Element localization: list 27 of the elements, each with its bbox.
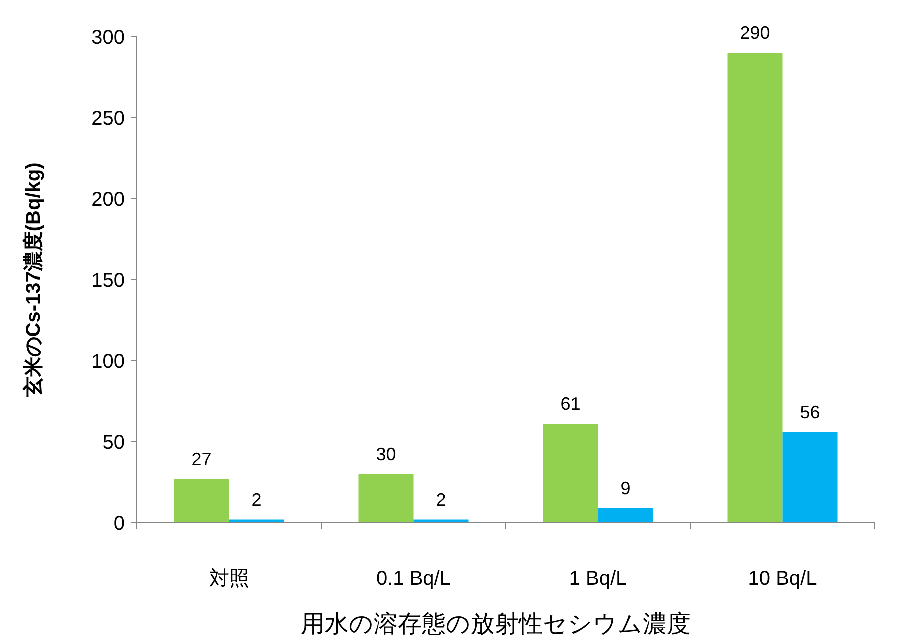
data-label: 290 [740,23,770,44]
bar [358,474,414,523]
bar [728,53,783,523]
x-tick-label: 対照 [209,568,250,590]
y-tick-label: 50 [102,432,125,454]
data-label: 61 [560,394,581,414]
bar [598,508,654,523]
y-axis-title: 玄米のCs-137濃度(Bq/kg) [22,162,45,398]
y-tick-label: 0 [114,513,125,535]
x-tick-label: 0.1 Bq/L [376,568,452,590]
y-tick-label: 300 [92,27,125,49]
bar [174,479,230,523]
bar [543,424,598,523]
y-tick-label: 150 [92,270,125,292]
x-axis-title: 用水の溶存態の放射性セシウム濃度 [301,611,691,638]
y-tick-label: 250 [92,108,125,130]
data-label: 2 [252,490,262,510]
data-label: 2 [436,490,446,510]
data-label: 56 [800,402,820,422]
y-tick-label: 100 [92,351,125,373]
data-label: 30 [376,444,396,464]
data-label: 9 [620,478,631,498]
bar [782,432,838,523]
x-tick-label: 10 Bq/L [748,568,818,590]
y-tick-label: 200 [92,189,125,211]
data-label: 27 [192,449,212,470]
x-tick-label: 1 Bq/L [569,568,628,590]
